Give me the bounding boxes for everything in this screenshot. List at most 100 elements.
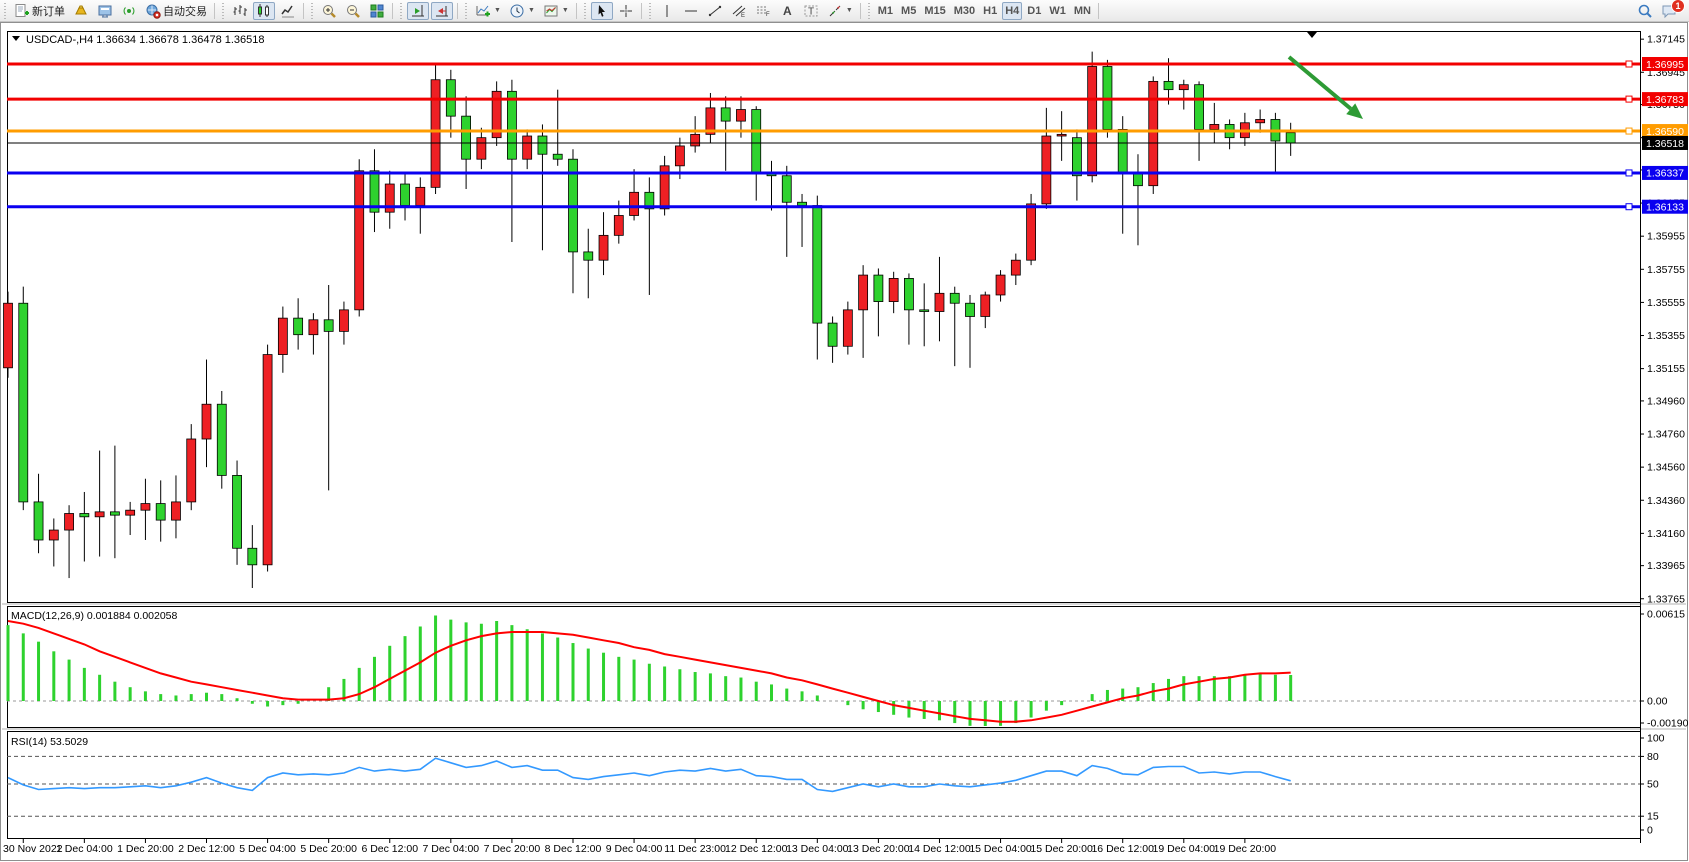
macd-signal-line [7,620,1291,723]
date-tick-label: 7 Dec 04:00 [423,843,480,855]
candle-body [384,183,395,213]
crosshair-button[interactable] [615,2,637,20]
price-tick-label: 1.34160 [1647,528,1685,540]
candle-body [705,107,716,135]
cursor-button[interactable] [590,1,613,20]
market-watch-button[interactable] [70,2,92,20]
button-label: MN [1073,4,1091,17]
candle-body [583,251,594,261]
price-tick-label: 1.34960 [1647,395,1685,407]
line-handle[interactable] [1625,169,1633,177]
bid-price-label: 1.36518 [1646,138,1684,150]
text-button[interactable]: A [776,2,798,20]
horizontal-line-1.36133[interactable]: 1.36133 [7,199,1688,214]
timeframe-m5[interactable]: M5 [898,2,919,20]
data-window-button[interactable] [94,2,116,20]
timeframe-m30[interactable]: M30 [951,2,978,20]
line-handle[interactable] [1625,60,1633,68]
trendline-button[interactable] [704,2,726,20]
bar-chart-button[interactable] [229,2,251,20]
toolbar-right-section: 1 [1633,0,1689,20]
horizontal-line-button[interactable] [680,2,702,20]
date-tick-label: 13 Dec 20:00 [847,843,910,855]
chart-shift-marker[interactable] [1307,32,1317,38]
one-click-trading-toggle-icon[interactable] [12,36,20,41]
candle-body [1133,173,1143,187]
main-pane-border [7,31,1641,603]
price-tick-label: 1.35355 [1647,330,1685,342]
chart-title: USDCAD-,H4 1.36634 1.36678 1.36478 1.365… [26,34,265,46]
timeframe-m15[interactable]: M15 [921,2,948,20]
price-line-label: 1.36783 [1646,94,1684,106]
dropdown-arrow-icon[interactable]: ▼ [845,7,853,14]
bid-label-box [1642,135,1688,150]
candle-body [1148,80,1159,187]
arrow-shaft[interactable] [1287,55,1353,111]
candle-body [720,107,731,122]
candle-body [1041,135,1052,205]
candle-chart-icon [256,3,272,19]
zoom-out-button[interactable] [342,2,364,20]
dropdown-arrow-icon[interactable]: ▼ [527,7,535,14]
chart-shift-button[interactable] [407,1,429,20]
toolbar-separator [214,2,215,19]
macd-histogram [6,615,1293,726]
candle-body [18,302,29,503]
zoom-in-button[interactable] [318,2,340,20]
line-handle[interactable] [1625,95,1633,103]
data-window-icon [97,3,113,19]
arrows-button[interactable]: ▼ [824,2,856,20]
candle-body [262,354,273,566]
timeframe-h4[interactable]: H4 [1002,1,1023,20]
indicators-button[interactable]: ▼ [472,2,504,20]
dropdown-arrow-icon[interactable]: ▼ [494,7,501,14]
timeframe-m1[interactable]: M1 [875,2,896,20]
candlestick-series[interactable] [3,51,1296,588]
search-button[interactable] [1634,2,1656,20]
candle-body [812,205,823,324]
timeframe-w1[interactable]: W1 [1046,2,1069,20]
horizontal-line-1.36995[interactable]: 1.36995 [7,57,1688,71]
toolbar-separator [640,2,642,19]
candle-body [140,503,151,511]
price-tick-label: 1.33765 [1647,593,1685,605]
new-order-button[interactable]: 新订单 [11,2,68,20]
price-line-label-box [1642,165,1688,180]
date-tick-label: 12 Dec 12:00 [725,843,788,855]
tile-windows-button[interactable] [366,2,388,20]
candlestick-chart-button[interactable] [253,1,275,20]
signals-button[interactable] [118,2,140,20]
text-label-icon: T [803,3,819,19]
fibonacci-button[interactable]: F [752,2,774,20]
timeframe-d1[interactable]: D1 [1024,2,1044,20]
chart-window[interactable]: 1.371451.369451.367501.365501.363551.361… [0,22,1689,862]
horizontal-line-1.36783[interactable]: 1.36783 [7,92,1688,107]
periods-button[interactable]: ▼ [506,2,538,20]
line-handle[interactable] [1625,203,1633,211]
horizontal-line-1.36337[interactable]: 1.36337 [7,165,1688,180]
candle-body [216,403,227,476]
auto-scroll-button[interactable] [431,1,453,20]
candle-body [965,302,975,317]
timeframe-mn[interactable]: MN [1071,2,1094,20]
vertical-line-button[interactable] [656,2,678,20]
date-tick-label: 11 Dec 23:00 [664,843,726,855]
candle-body [934,292,945,312]
templates-button[interactable]: ▼ [540,2,572,20]
line-chart-button[interactable] [277,2,299,20]
equidistant-channel-button[interactable]: E [728,2,750,20]
timeframe-h1[interactable]: H1 [980,2,1000,20]
autotrading-button[interactable]: 自动交易 [142,2,210,20]
candle-body [1163,80,1174,91]
button-label: H1 [983,4,998,17]
candle-body [354,170,365,311]
line-handle[interactable] [1625,127,1633,135]
trend-arrow-annotation[interactable] [1287,55,1363,119]
dropdown-arrow-icon[interactable]: ▼ [561,7,569,14]
date-tick-label: 16 Dec 12:00 [1091,843,1154,855]
text-label-button[interactable]: T [800,2,822,20]
chart-canvas[interactable]: 1.371451.369451.367501.365501.363551.361… [0,22,1689,862]
candle-body [33,501,44,541]
horizontal-line-1.36590[interactable]: 1.36590 [7,124,1688,139]
notifications-button[interactable]: 1 [1658,0,1685,20]
